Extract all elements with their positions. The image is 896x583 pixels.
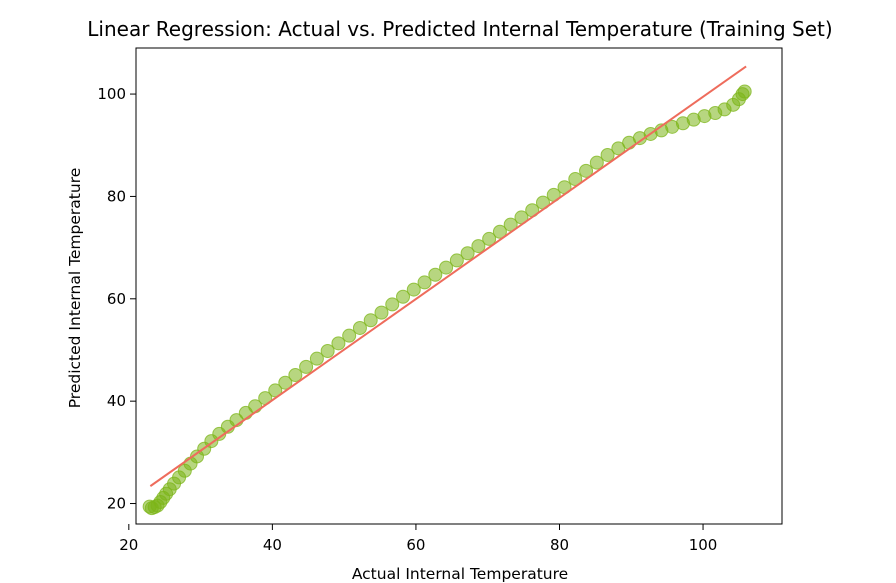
data-point (737, 84, 752, 99)
x-axis-ticks: 20 40 60 80 100 (119, 524, 717, 554)
y-tick-label: 40 (107, 392, 126, 410)
x-tick-label: 60 (406, 536, 425, 554)
data-point (568, 172, 583, 187)
x-tick-label: 40 (263, 536, 282, 554)
data-point (299, 359, 314, 374)
x-axis-label: Actual Internal Temperature (352, 565, 568, 583)
data-point (449, 253, 464, 268)
x-tick-label: 80 (550, 536, 569, 554)
y-tick-label: 100 (97, 85, 126, 103)
y-axis-ticks: 20 40 60 80 100 (97, 85, 136, 513)
data-point (492, 224, 507, 239)
data-point (482, 231, 497, 246)
scatter-points (142, 84, 752, 516)
data-point (268, 383, 283, 398)
regression-line-layer (149, 65, 747, 487)
data-point (417, 275, 432, 290)
y-tick-label: 80 (107, 187, 126, 205)
data-point (471, 239, 486, 254)
data-point (600, 147, 615, 162)
data-point (611, 141, 626, 156)
data-point (428, 267, 443, 282)
y-tick-label: 20 (107, 495, 126, 513)
data-point (439, 260, 454, 275)
chart-title: Linear Regression: Actual vs. Predicted … (87, 17, 832, 41)
plot-frame (135, 47, 783, 525)
data-point (320, 344, 335, 359)
data-point (352, 320, 367, 335)
y-tick-label: 60 (107, 290, 126, 308)
data-point (331, 336, 346, 351)
x-tick-label: 100 (689, 536, 718, 554)
data-point (579, 163, 594, 178)
data-point (374, 305, 389, 320)
data-point (460, 246, 475, 261)
data-point (406, 282, 421, 297)
data-point (309, 351, 324, 366)
x-tick-label: 20 (119, 536, 138, 554)
data-point (278, 375, 293, 390)
data-point (396, 289, 411, 304)
regression-line (149, 65, 747, 487)
data-point (589, 155, 604, 170)
y-axis-label: Predicted Internal Temperature (66, 168, 84, 409)
data-point (385, 297, 400, 312)
data-point (288, 368, 303, 383)
data-point (342, 328, 357, 343)
data-point (363, 313, 378, 328)
